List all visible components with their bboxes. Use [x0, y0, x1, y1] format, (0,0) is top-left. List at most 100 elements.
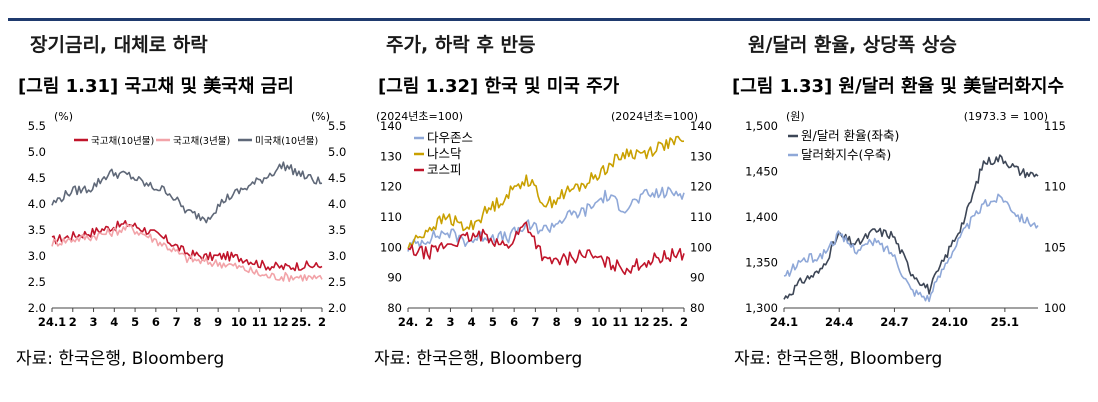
- right-tick-label: 3.0: [328, 249, 346, 263]
- left-tick-label: 120: [380, 180, 402, 194]
- x-tick-label: 7: [531, 315, 539, 329]
- series-line-1: [51, 220, 323, 272]
- right-unit-label: (%): [311, 110, 330, 123]
- x-tick-label: 4: [110, 315, 118, 329]
- section-heading-fx: 원/달러 환율, 상당폭 상승: [748, 34, 957, 56]
- left-tick-label: 2.0: [28, 301, 46, 315]
- series-line-3: [51, 161, 323, 224]
- x-tick-label: 10: [591, 315, 607, 329]
- x-tick-label: 24.: [398, 315, 418, 329]
- left-tick-label: 4.5: [28, 171, 46, 185]
- left-tick-label: 1,500: [745, 119, 778, 133]
- chart-fx: (원) (1973.3 = 100) 1,500 1,450 1,400 1,350 1,3…: [745, 110, 1066, 329]
- x-tick-label: 8: [553, 315, 561, 329]
- source-note-stocks: 자료: 한국은행, Bloomberg: [374, 349, 583, 369]
- x-tick-label: 12: [634, 315, 650, 329]
- right-tick-label: 110: [690, 210, 712, 224]
- chart-stocks: (2024년초=100) (2024년초=100)1401301201101009…: [376, 110, 712, 329]
- right-tick-label: 2.0: [328, 301, 346, 315]
- x-tick-label: 11: [612, 315, 628, 329]
- left-tick-label: 3.5: [28, 223, 46, 237]
- legend-label: 달러화지수(우축): [801, 147, 891, 162]
- figure-title-rates: [그림 1.31] 국고채 및 美국채 금리: [18, 76, 294, 97]
- x-tick-label: 3: [446, 315, 454, 329]
- x-tick-label: 7: [173, 315, 181, 329]
- legend-label: 다우존스: [427, 130, 473, 145]
- x-tick-label: 2: [69, 315, 77, 329]
- series-line-1: [407, 186, 685, 252]
- right-tick-label: 90: [690, 271, 705, 285]
- left-tick-label: 4.0: [28, 197, 46, 211]
- x-tick-label: 24.1: [770, 315, 798, 329]
- right-tick-label: 5.0: [328, 145, 346, 159]
- right-tick-label: 2.5: [328, 275, 346, 289]
- source-note-fx: 자료: 한국은행, Bloomberg: [734, 349, 943, 369]
- series-line-1: [783, 154, 1039, 300]
- x-tick-label: 25.: [291, 315, 311, 329]
- x-tick-label: 3: [90, 315, 98, 329]
- left-unit-label: (원): [786, 110, 805, 123]
- x-tick-label: 25.: [653, 315, 673, 329]
- x-tick-label: 9: [574, 315, 582, 329]
- x-tick-label: 10: [231, 315, 247, 329]
- left-tick-label: 3.0: [28, 249, 46, 263]
- x-tick-label: 8: [193, 315, 201, 329]
- x-tick-label: 24.10: [931, 315, 967, 329]
- right-tick-label: 80: [690, 301, 705, 315]
- right-unit-label: (2024년초=100): [611, 110, 698, 123]
- right-tick-label: 100: [1044, 301, 1066, 315]
- x-tick-label: 6: [510, 315, 518, 329]
- series-line-2: [51, 223, 323, 283]
- right-tick-label: 100: [690, 240, 712, 254]
- x-tick-label: 12: [272, 315, 288, 329]
- left-tick-label: 140: [380, 119, 402, 133]
- x-tick-label: 2: [680, 315, 688, 329]
- legend-label: 코스피: [427, 162, 462, 177]
- left-tick-label: 5.0: [28, 145, 46, 159]
- left-unit-label: (2024년초=100): [376, 110, 463, 123]
- left-tick-label: 1,300: [745, 301, 778, 315]
- x-tick-label: 6: [152, 315, 160, 329]
- left-tick-label: 110: [380, 210, 402, 224]
- x-tick-label: 11: [252, 315, 268, 329]
- chart-rates: (%) (%)5.55.04.54.03.53.02.52.05.55.04.54…: [28, 110, 347, 329]
- right-tick-label: 130: [690, 149, 712, 163]
- left-tick-label: 5.5: [28, 119, 46, 133]
- x-tick-label: 24.4: [825, 315, 853, 329]
- section-heading-rates: 장기금리, 대체로 하락: [30, 34, 208, 56]
- right-tick-label: 105: [1044, 240, 1066, 254]
- left-tick-label: 1,450: [745, 165, 778, 179]
- right-tick-label: 110: [1044, 180, 1066, 194]
- top-rule: [8, 18, 1090, 21]
- section-heading-stocks: 주가, 하락 후 반등: [386, 34, 536, 56]
- x-tick-label: 9: [214, 315, 222, 329]
- series-line-3: [407, 221, 685, 276]
- left-tick-label: 90: [387, 271, 402, 285]
- x-tick-label: 5: [131, 315, 139, 329]
- x-tick-label: 5: [489, 315, 497, 329]
- figure-title-stocks: [그림 1.32] 한국 및 미국 주가: [378, 76, 620, 97]
- legend-label: 미국채(10년물): [255, 136, 318, 147]
- left-tick-label: 130: [380, 149, 402, 163]
- right-tick-label: 115: [1044, 119, 1066, 133]
- legend-label: 나스닥: [427, 146, 462, 161]
- x-tick-label: 25.1: [991, 315, 1019, 329]
- x-tick-label: 2: [425, 315, 433, 329]
- right-tick-label: 3.5: [328, 223, 346, 237]
- legend-label: 국고채(3년물): [173, 136, 230, 147]
- left-tick-label: 80: [387, 301, 402, 315]
- x-tick-label: 24.7: [880, 315, 908, 329]
- source-note-rates: 자료: 한국은행, Bloomberg: [16, 349, 225, 369]
- left-tick-label: 1,400: [745, 210, 778, 224]
- left-tick-label: 2.5: [28, 275, 46, 289]
- right-unit-label: (1973.3 = 100): [964, 110, 1048, 123]
- right-tick-label: 4.0: [328, 197, 346, 211]
- series-line-2: [407, 135, 685, 249]
- right-tick-label: 5.5: [328, 119, 346, 133]
- legend-label: 국고채(10년물): [91, 136, 154, 147]
- right-tick-label: 140: [690, 119, 712, 133]
- x-tick-label: 2: [318, 315, 326, 329]
- x-tick-label: 4: [468, 315, 476, 329]
- x-tick-label: 24.1: [38, 315, 66, 329]
- left-tick-label: 1,350: [745, 256, 778, 270]
